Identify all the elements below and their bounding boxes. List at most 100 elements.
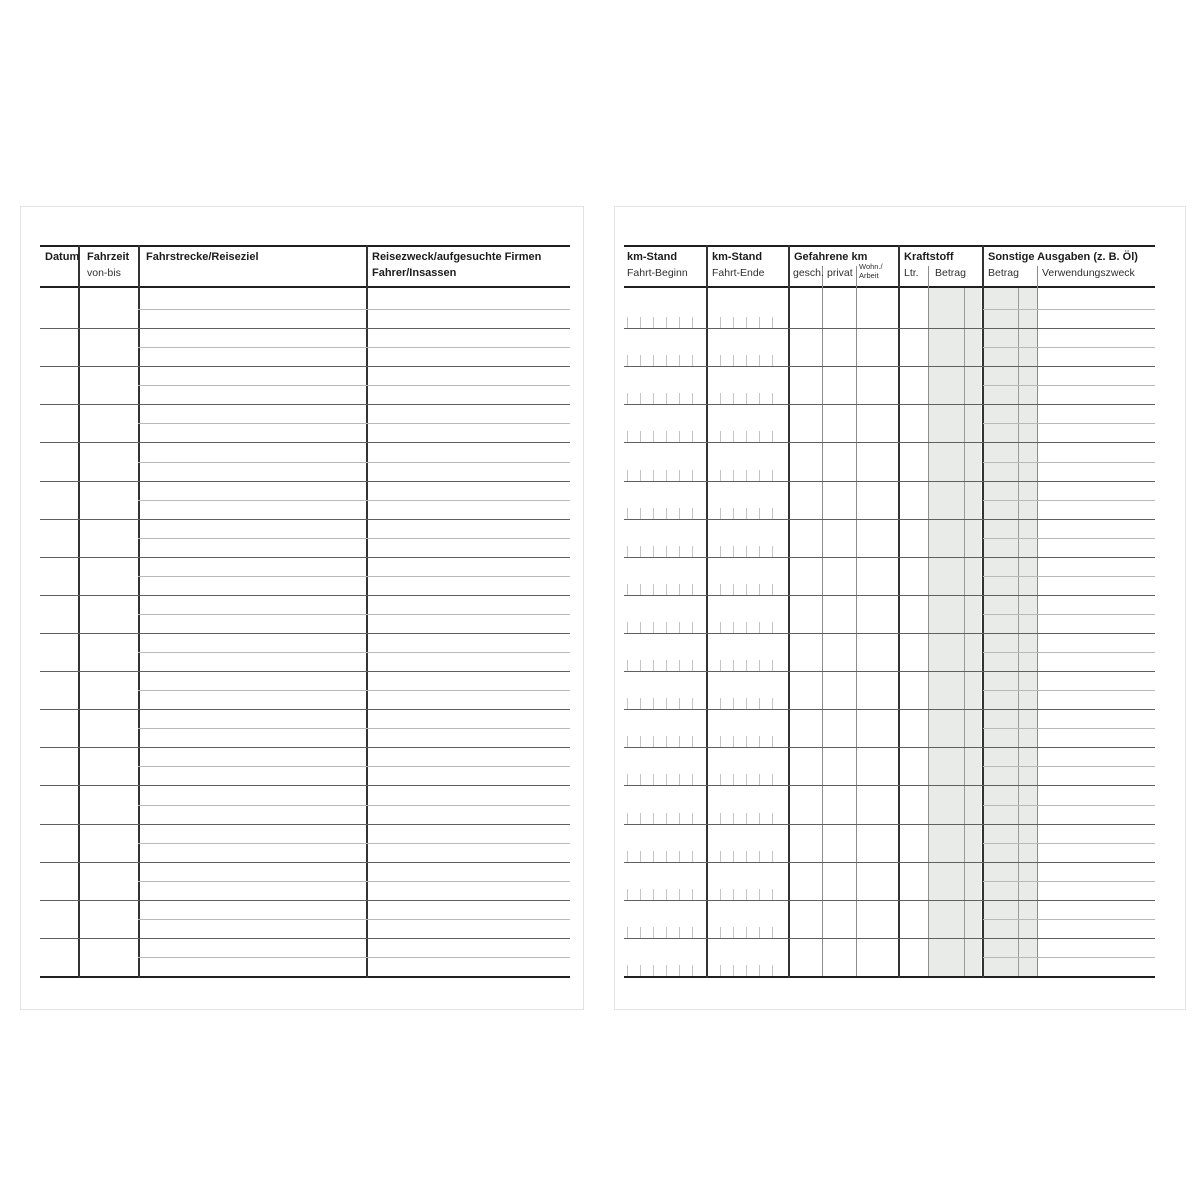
km-beginn-digit-tick (627, 850, 628, 862)
km-ende-digit-tick (733, 888, 734, 900)
left-row-divider (40, 937, 570, 939)
col-subheader-privat: privat (827, 267, 853, 279)
km-beginn-digit-tick (627, 355, 628, 367)
km-beginn-digit-tick (679, 507, 680, 519)
left-row-half-line (138, 842, 570, 844)
km-ende-digit-tick (720, 736, 721, 748)
km-ende-digit-tick (759, 545, 760, 557)
km-beginn-digit-tick (666, 660, 667, 672)
km-ende-digit-tick (746, 698, 747, 710)
right-row-divider (624, 671, 1155, 673)
km-beginn-digit-tick (653, 774, 654, 786)
km-ende-digit-tick (733, 622, 734, 633)
km-beginn-digit-tick (653, 545, 654, 557)
km-beginn-digit-tick (640, 545, 641, 557)
km-ende-digit-tick (720, 850, 721, 862)
km-beginn-digit-tick (666, 393, 667, 405)
col-header-sonstige-ausgaben: Sonstige Ausgaben (z. B. Öl) (988, 251, 1138, 263)
right-row-half-line (983, 728, 1155, 730)
right-row-half-line (983, 385, 1155, 387)
right-row-divider (624, 823, 1155, 825)
km-ende-digit-tick (772, 355, 773, 367)
left-row-half-line (138, 652, 570, 654)
km-ende-digit-tick (759, 850, 760, 862)
km-ende-digit-tick (759, 698, 760, 710)
km-beginn-digit-tick (692, 545, 693, 557)
km-beginn-digit-tick (640, 355, 641, 367)
right-row-divider (624, 556, 1155, 558)
km-ende-digit-tick (772, 469, 773, 481)
km-ende-digit-tick (772, 431, 773, 443)
km-ende-digit-tick (746, 393, 747, 405)
km-ende-digit-tick (759, 965, 760, 976)
col-subheader-arbeit: Arbeit (859, 271, 879, 280)
right-row-half-line (983, 842, 1155, 844)
km-ende-digit-tick (759, 736, 760, 748)
right-row-divider (624, 633, 1155, 634)
left-row-half-line (138, 956, 570, 958)
right-row-divider (624, 442, 1155, 444)
km-ende-digit-tick (772, 317, 773, 329)
km-beginn-digit-tick (692, 774, 693, 786)
km-ende-digit-tick (720, 660, 721, 672)
left-row-half-line (138, 766, 570, 768)
km-beginn-digit-tick (653, 507, 654, 519)
right-row-divider (624, 328, 1155, 330)
km-ende-digit-tick (772, 850, 773, 862)
left-row-divider (40, 404, 570, 406)
col-subheader-kraftstoff-betrag: Betrag (935, 267, 966, 279)
kraftstoff-betrag-shaded-column (929, 288, 981, 976)
left-row-half-line (138, 423, 570, 425)
km-beginn-digit-tick (653, 736, 654, 748)
km-beginn-digit-tick (692, 660, 693, 672)
km-beginn-digit-tick (640, 660, 641, 672)
right-row-divider (624, 404, 1155, 406)
left-table-column-divider (138, 245, 140, 978)
km-beginn-digit-tick (627, 660, 628, 672)
col-subheader-fahrt-ende: Fahrt-Ende (712, 267, 765, 279)
km-beginn-digit-tick (692, 317, 693, 329)
left-row-half-line (138, 880, 570, 882)
right-row-half-line (983, 347, 1155, 349)
km-ende-digit-tick (720, 393, 721, 405)
km-beginn-digit-tick (679, 926, 680, 938)
left-row-half-line (138, 575, 570, 577)
left-row-divider (40, 785, 570, 787)
km-beginn-digit-tick (692, 850, 693, 862)
km-ende-digit-tick (733, 965, 734, 976)
left-row-divider (40, 747, 570, 749)
km-beginn-digit-tick (627, 507, 628, 519)
km-ende-digit-tick (772, 736, 773, 748)
km-ende-digit-tick (746, 888, 747, 900)
km-beginn-digit-tick (666, 583, 667, 595)
km-beginn-digit-tick (679, 888, 680, 900)
km-ende-digit-tick (733, 660, 734, 672)
right-table-top-rule (624, 245, 1155, 247)
km-beginn-digit-tick (627, 317, 628, 329)
km-beginn-digit-tick (653, 393, 654, 405)
km-beginn-digit-tick (679, 774, 680, 786)
km-beginn-digit-tick (627, 926, 628, 938)
col-subheader-gesch: gesch. (793, 267, 824, 279)
km-ende-digit-tick (720, 507, 721, 519)
km-ende-digit-tick (733, 545, 734, 557)
km-ende-digit-tick (772, 583, 773, 595)
km-ende-digit-tick (746, 622, 747, 633)
km-beginn-digit-tick (666, 545, 667, 557)
right-table-group-divider (788, 245, 790, 978)
left-row-divider (40, 366, 570, 368)
km-beginn-digit-tick (627, 469, 628, 481)
km-ende-digit-tick (772, 545, 773, 557)
km-ende-digit-tick (746, 660, 747, 672)
km-beginn-digit-tick (679, 431, 680, 443)
km-beginn-digit-tick (679, 393, 680, 405)
left-row-divider (40, 709, 570, 711)
right-table-subcolumn-divider (1037, 266, 1038, 976)
right-row-divider (624, 480, 1155, 482)
km-beginn-digit-tick (640, 317, 641, 329)
km-beginn-digit-tick (640, 736, 641, 748)
km-beginn-digit-tick (666, 431, 667, 443)
km-beginn-digit-tick (627, 622, 628, 633)
col-subheader-ltr: Ltr. (904, 267, 919, 279)
km-ende-digit-tick (720, 545, 721, 557)
